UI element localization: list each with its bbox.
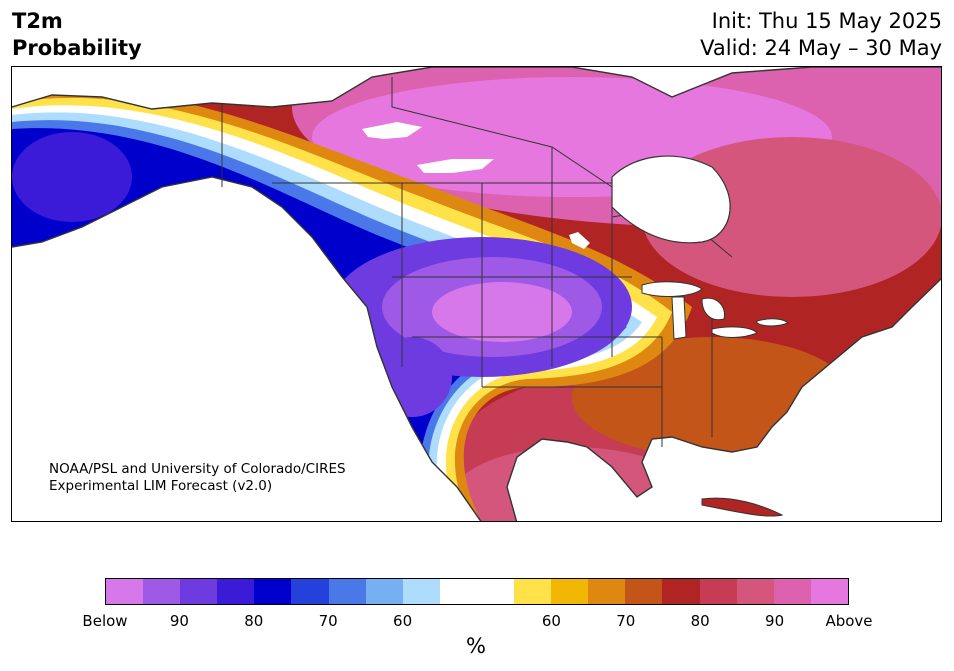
- forecast-map: [11, 66, 942, 522]
- political-borders: [221, 77, 733, 447]
- great-lakes: [641, 281, 789, 340]
- valid-range: Valid: 24 May – 30 May: [700, 36, 942, 60]
- product-name: Probability: [12, 36, 142, 60]
- coastline: [12, 67, 941, 521]
- map-canvas: [12, 67, 941, 521]
- colorbar-cell: [810, 579, 848, 604]
- colorbar-tick-label: Below: [82, 612, 128, 630]
- colorbar-unit: %: [466, 634, 486, 658]
- colorbar-cell: [365, 579, 403, 604]
- probability-field: [12, 67, 941, 521]
- colorbar-tick-label: 80: [690, 612, 710, 630]
- colorbar-tick-label: 90: [765, 612, 785, 630]
- colorbar-labels: Below 90 80 70 60 60 70 80 90 Above: [82, 612, 872, 632]
- colorbar-cell: [551, 579, 589, 604]
- colorbar-cell: [217, 579, 255, 604]
- colorbar-tick-label: 90: [169, 612, 189, 630]
- colorbar-cell: [439, 579, 477, 604]
- colorbar-cell: [736, 579, 774, 604]
- colorbar-tick-label: Above: [825, 612, 873, 630]
- colorbar-tick-label: 70: [616, 612, 636, 630]
- variable-name: T2m: [12, 9, 63, 33]
- colorbar-tick-label: 80: [244, 612, 264, 630]
- colorbar-cell: [514, 579, 552, 604]
- colorbar-cell: [143, 579, 181, 604]
- canadian-lakes: [362, 122, 590, 249]
- colorbar-cell: [180, 579, 218, 604]
- colorbar-tick-label: 60: [541, 612, 561, 630]
- colorbar-cell: [662, 579, 700, 604]
- colorbar-tick-label: 60: [393, 612, 413, 630]
- colorbar-tick-label: 70: [318, 612, 338, 630]
- init-date: Init: Thu 15 May 2025: [711, 9, 942, 33]
- colorbar-cell: [699, 579, 737, 604]
- credit-line-2: Experimental LIM Forecast (v2.0): [49, 478, 273, 494]
- colorbar-cell: [291, 579, 329, 604]
- colorbar-cell: [476, 579, 515, 604]
- cuba: [701, 497, 784, 517]
- colorbar-cell: [625, 579, 663, 604]
- colorbar-cell: [773, 579, 811, 604]
- credit-line-1: NOAA/PSL and University of Colorado/CIRE…: [49, 461, 346, 477]
- colorbar-cell: [254, 579, 292, 604]
- colorbar: [105, 578, 849, 605]
- credit-text: NOAA/PSL and University of Colorado/CIRE…: [49, 461, 346, 495]
- date-info: Init: Thu 15 May 2025 Valid: 24 May – 30…: [700, 8, 942, 62]
- colorbar-cell: [588, 579, 626, 604]
- colorbar-cell: [328, 579, 366, 604]
- map-title: T2m Probability: [12, 8, 142, 62]
- colorbar-cell: [106, 579, 144, 604]
- colorbar-cell: [402, 579, 440, 604]
- hudson-bay: [611, 155, 731, 244]
